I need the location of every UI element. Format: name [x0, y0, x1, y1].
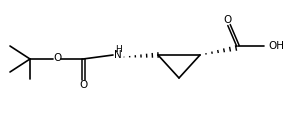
Text: O: O [53, 53, 61, 63]
Text: O: O [224, 15, 232, 25]
Text: O: O [79, 80, 87, 90]
Text: OH: OH [268, 41, 284, 51]
Text: H: H [115, 46, 121, 55]
Text: N: N [114, 50, 122, 60]
